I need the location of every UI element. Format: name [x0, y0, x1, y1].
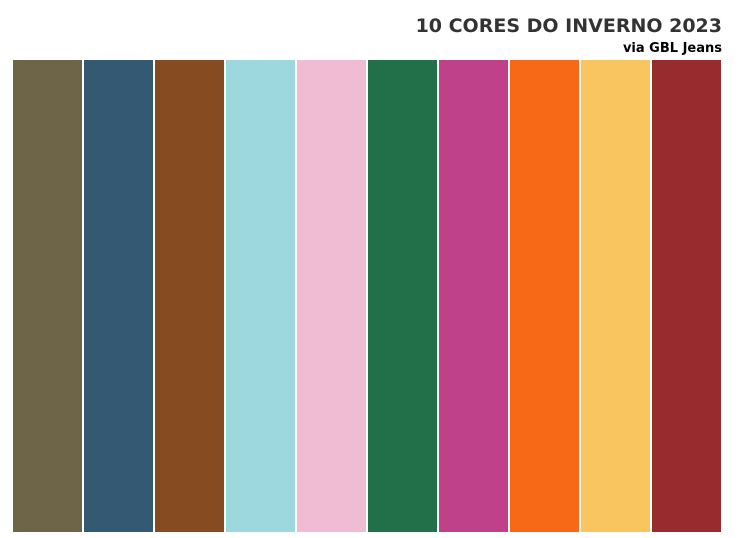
color-swatch: [581, 60, 650, 532]
color-swatch: [155, 60, 224, 532]
subtitle: via GBL Jeans: [623, 41, 722, 56]
color-swatch: [439, 60, 508, 532]
color-swatch: [13, 60, 82, 532]
color-swatch: [84, 60, 153, 532]
color-swatch: [226, 60, 295, 532]
color-swatch: [297, 60, 366, 532]
color-swatch: [368, 60, 437, 532]
swatches: [13, 60, 721, 532]
color-swatch: [510, 60, 579, 532]
color-swatch: [652, 60, 721, 532]
title: 10 CORES DO INVERNO 2023: [416, 15, 722, 37]
